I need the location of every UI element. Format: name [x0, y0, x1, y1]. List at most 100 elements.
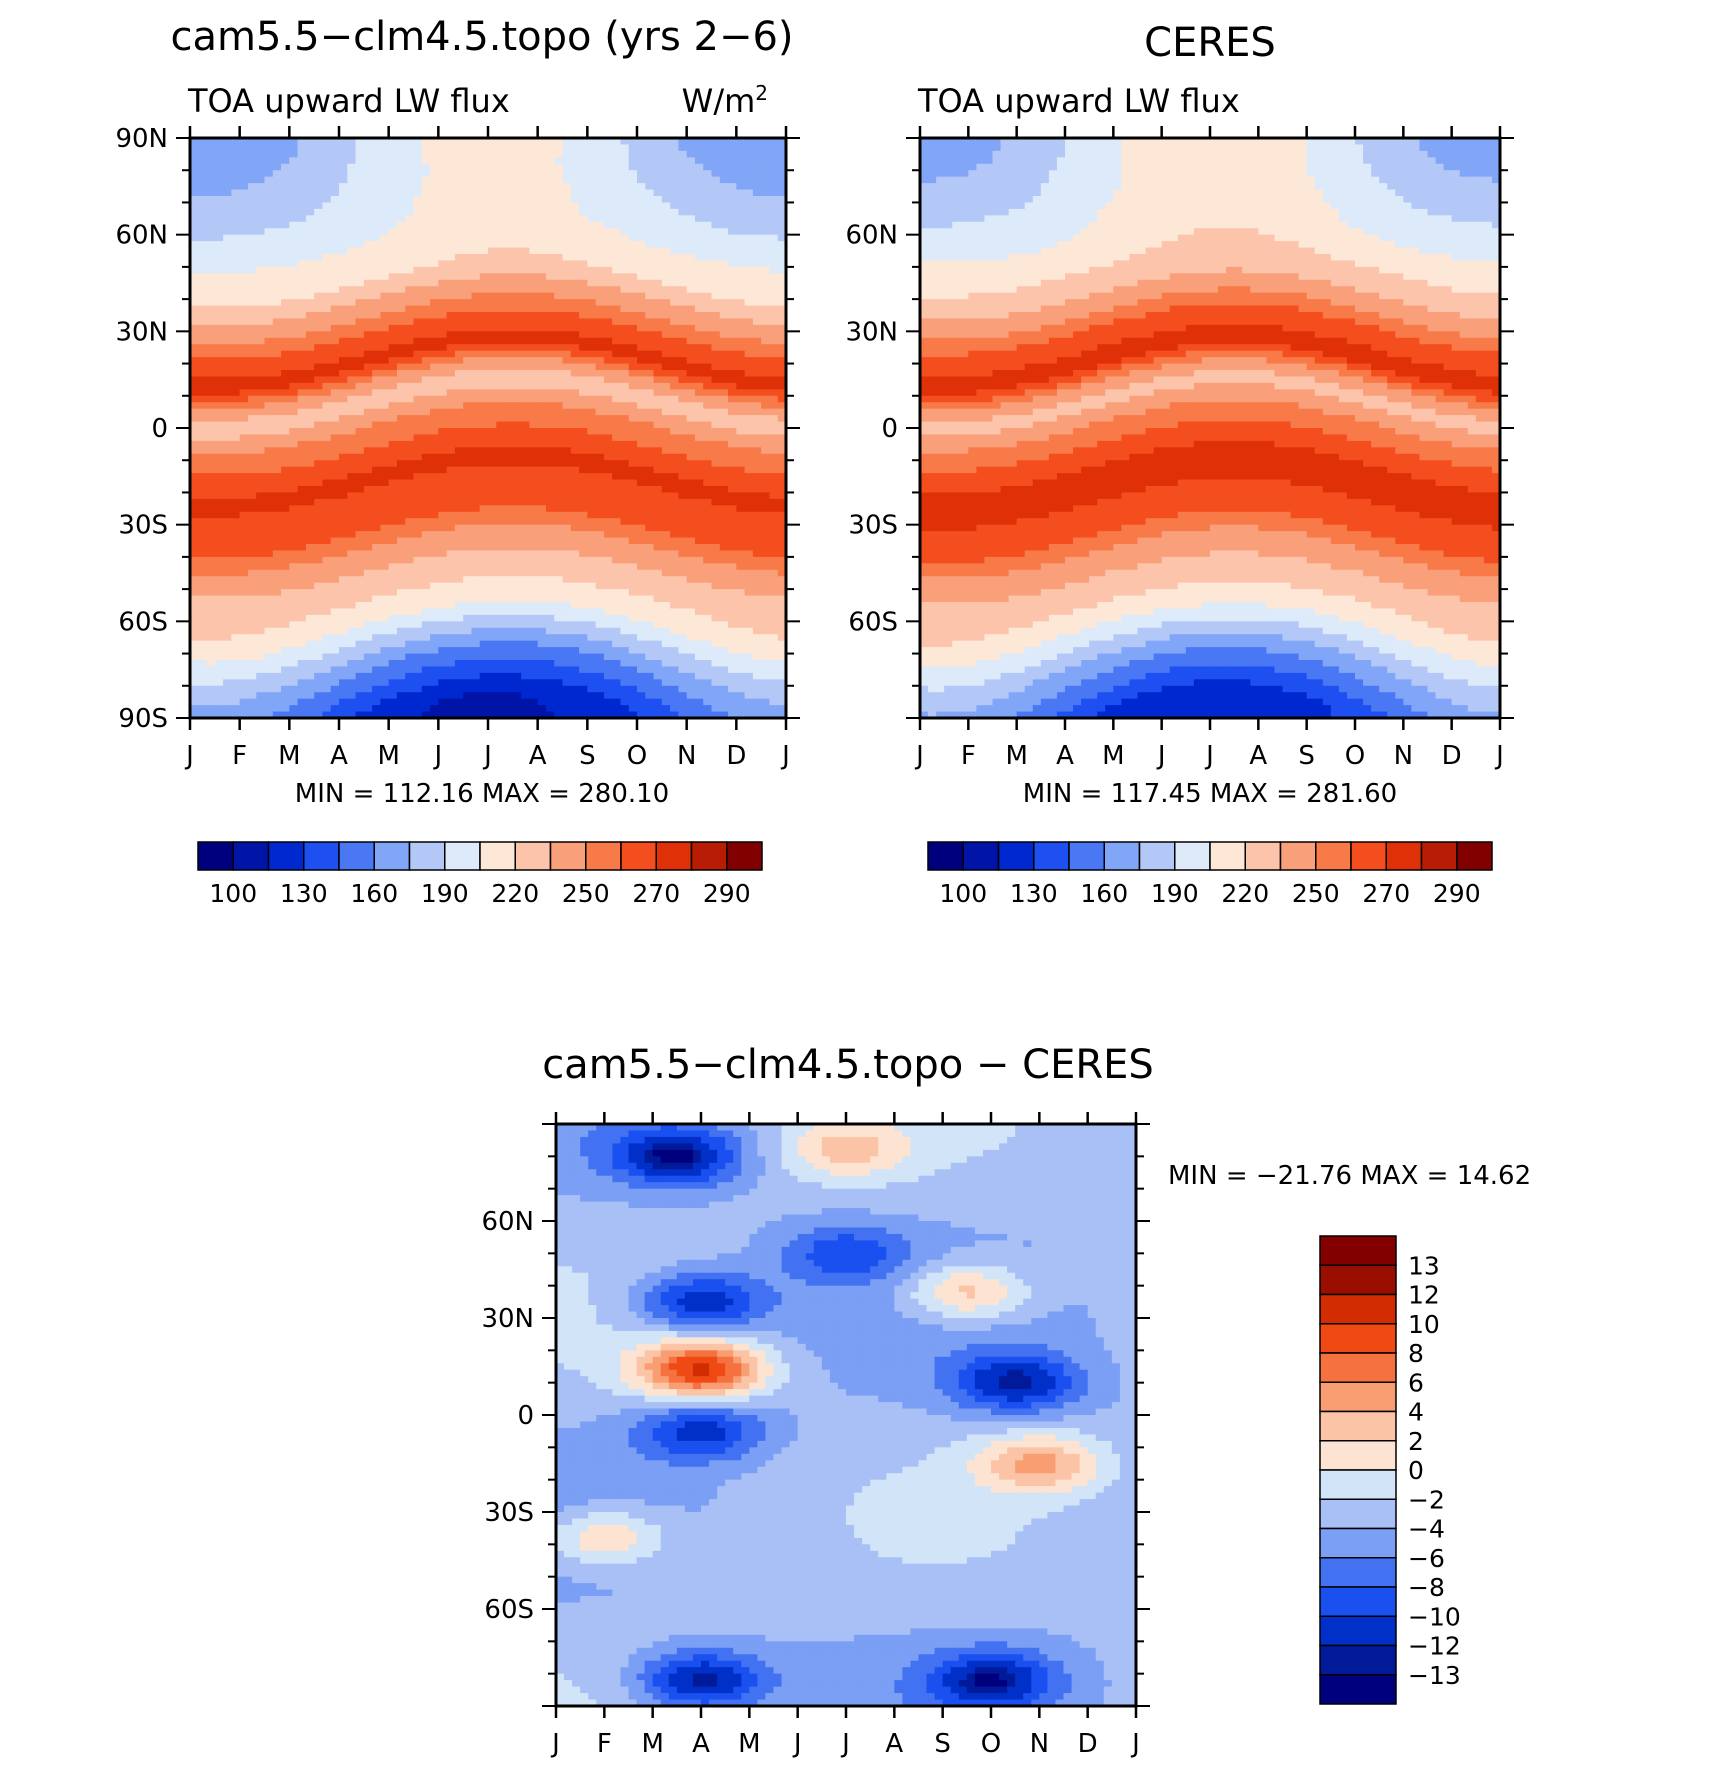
field-cell: [430, 473, 439, 480]
field-cell: [712, 480, 721, 487]
field-cell: [364, 183, 373, 190]
field-cell: [761, 550, 770, 557]
field-cell: [422, 441, 431, 448]
field-cell: [662, 196, 671, 203]
panel-model: cam5.5−clm4.5.topo (yrs 2−6) TOA upward …: [115, 14, 800, 908]
field-cell: [554, 550, 563, 557]
field-cell: [637, 402, 646, 409]
field-cell: [662, 544, 671, 551]
field-cell: [612, 428, 621, 435]
field-cell: [380, 525, 389, 532]
field-cell: [587, 512, 596, 519]
field-cell: [248, 473, 257, 480]
field-cell: [207, 563, 216, 570]
field-cell: [761, 351, 770, 358]
field-cell: [587, 164, 596, 171]
field-cell: [314, 557, 323, 564]
field-cell: [372, 312, 381, 319]
field-cell: [356, 306, 365, 313]
field-cell: [687, 293, 696, 300]
field-cell: [422, 215, 431, 222]
field-cell: [712, 576, 721, 583]
field-cell: [215, 486, 224, 493]
field-cell: [306, 228, 315, 235]
field-cell: [587, 273, 596, 280]
field-cell: [529, 164, 538, 171]
field-cell: [339, 422, 348, 429]
field-cell: [654, 441, 663, 448]
field-cell: [372, 492, 381, 499]
field-cell: [529, 248, 538, 255]
field-cell: [579, 144, 588, 151]
field-cell: [745, 235, 754, 242]
field-cell: [612, 499, 621, 506]
field-cell: [654, 273, 663, 280]
field-cell: [380, 576, 389, 583]
field-cell: [314, 170, 323, 177]
field-cell: [347, 531, 356, 538]
field-cell: [430, 325, 439, 332]
field-cell: [438, 480, 447, 487]
field-cell: [496, 286, 505, 293]
field-cell: [339, 351, 348, 358]
field-cell: [695, 286, 704, 293]
field-cell: [438, 202, 447, 209]
field-cell: [298, 396, 307, 403]
field-cell: [629, 215, 638, 222]
field-cell: [438, 312, 447, 319]
field-cell: [198, 447, 207, 454]
field-cell: [414, 486, 423, 493]
field-cell: [687, 273, 696, 280]
field-cell: [637, 325, 646, 332]
field-cell: [736, 177, 745, 184]
field-cell: [695, 531, 704, 538]
field-cell: [223, 260, 232, 267]
field-cell: [761, 576, 770, 583]
field-cell: [703, 267, 712, 274]
field-cell: [563, 460, 572, 467]
field-cell: [703, 538, 712, 545]
field-cell: [364, 434, 373, 441]
field-cell: [480, 409, 489, 416]
field-cell: [645, 273, 654, 280]
field-cell: [248, 183, 257, 190]
field-cell: [273, 557, 282, 564]
field-cell: [331, 170, 340, 177]
field-cell: [331, 325, 340, 332]
field-cell: [339, 318, 348, 325]
field-cell: [331, 499, 340, 506]
field-cell: [306, 151, 315, 158]
field-cell: [372, 480, 381, 487]
field-cell: [207, 512, 216, 519]
field-cell: [505, 383, 514, 390]
field-cell: [695, 370, 704, 377]
field-cell: [496, 441, 505, 448]
field-cell: [654, 492, 663, 499]
field-cell: [687, 460, 696, 467]
field-cell: [571, 499, 580, 506]
field-cell: [703, 389, 712, 396]
field-cell: [620, 273, 629, 280]
field-cell: [273, 280, 282, 287]
field-cell: [438, 544, 447, 551]
field-cell: [405, 402, 414, 409]
field-cell: [645, 467, 654, 474]
field-cell: [364, 499, 373, 506]
field-cell: [579, 389, 588, 396]
field-cell: [678, 228, 687, 235]
field-cell: [231, 364, 240, 371]
field-cell: [198, 280, 207, 287]
field-cell: [223, 190, 232, 197]
field-cell: [380, 338, 389, 345]
field-cell: [240, 467, 249, 474]
field-cell: [463, 441, 472, 448]
field-cell: [322, 505, 331, 512]
field-cell: [364, 306, 373, 313]
field-cell: [339, 151, 348, 158]
field-cell: [745, 312, 754, 319]
field-cell: [438, 434, 447, 441]
field-cell: [265, 190, 274, 197]
field-cell: [662, 235, 671, 242]
field-cell: [380, 144, 389, 151]
field-cell: [703, 299, 712, 306]
